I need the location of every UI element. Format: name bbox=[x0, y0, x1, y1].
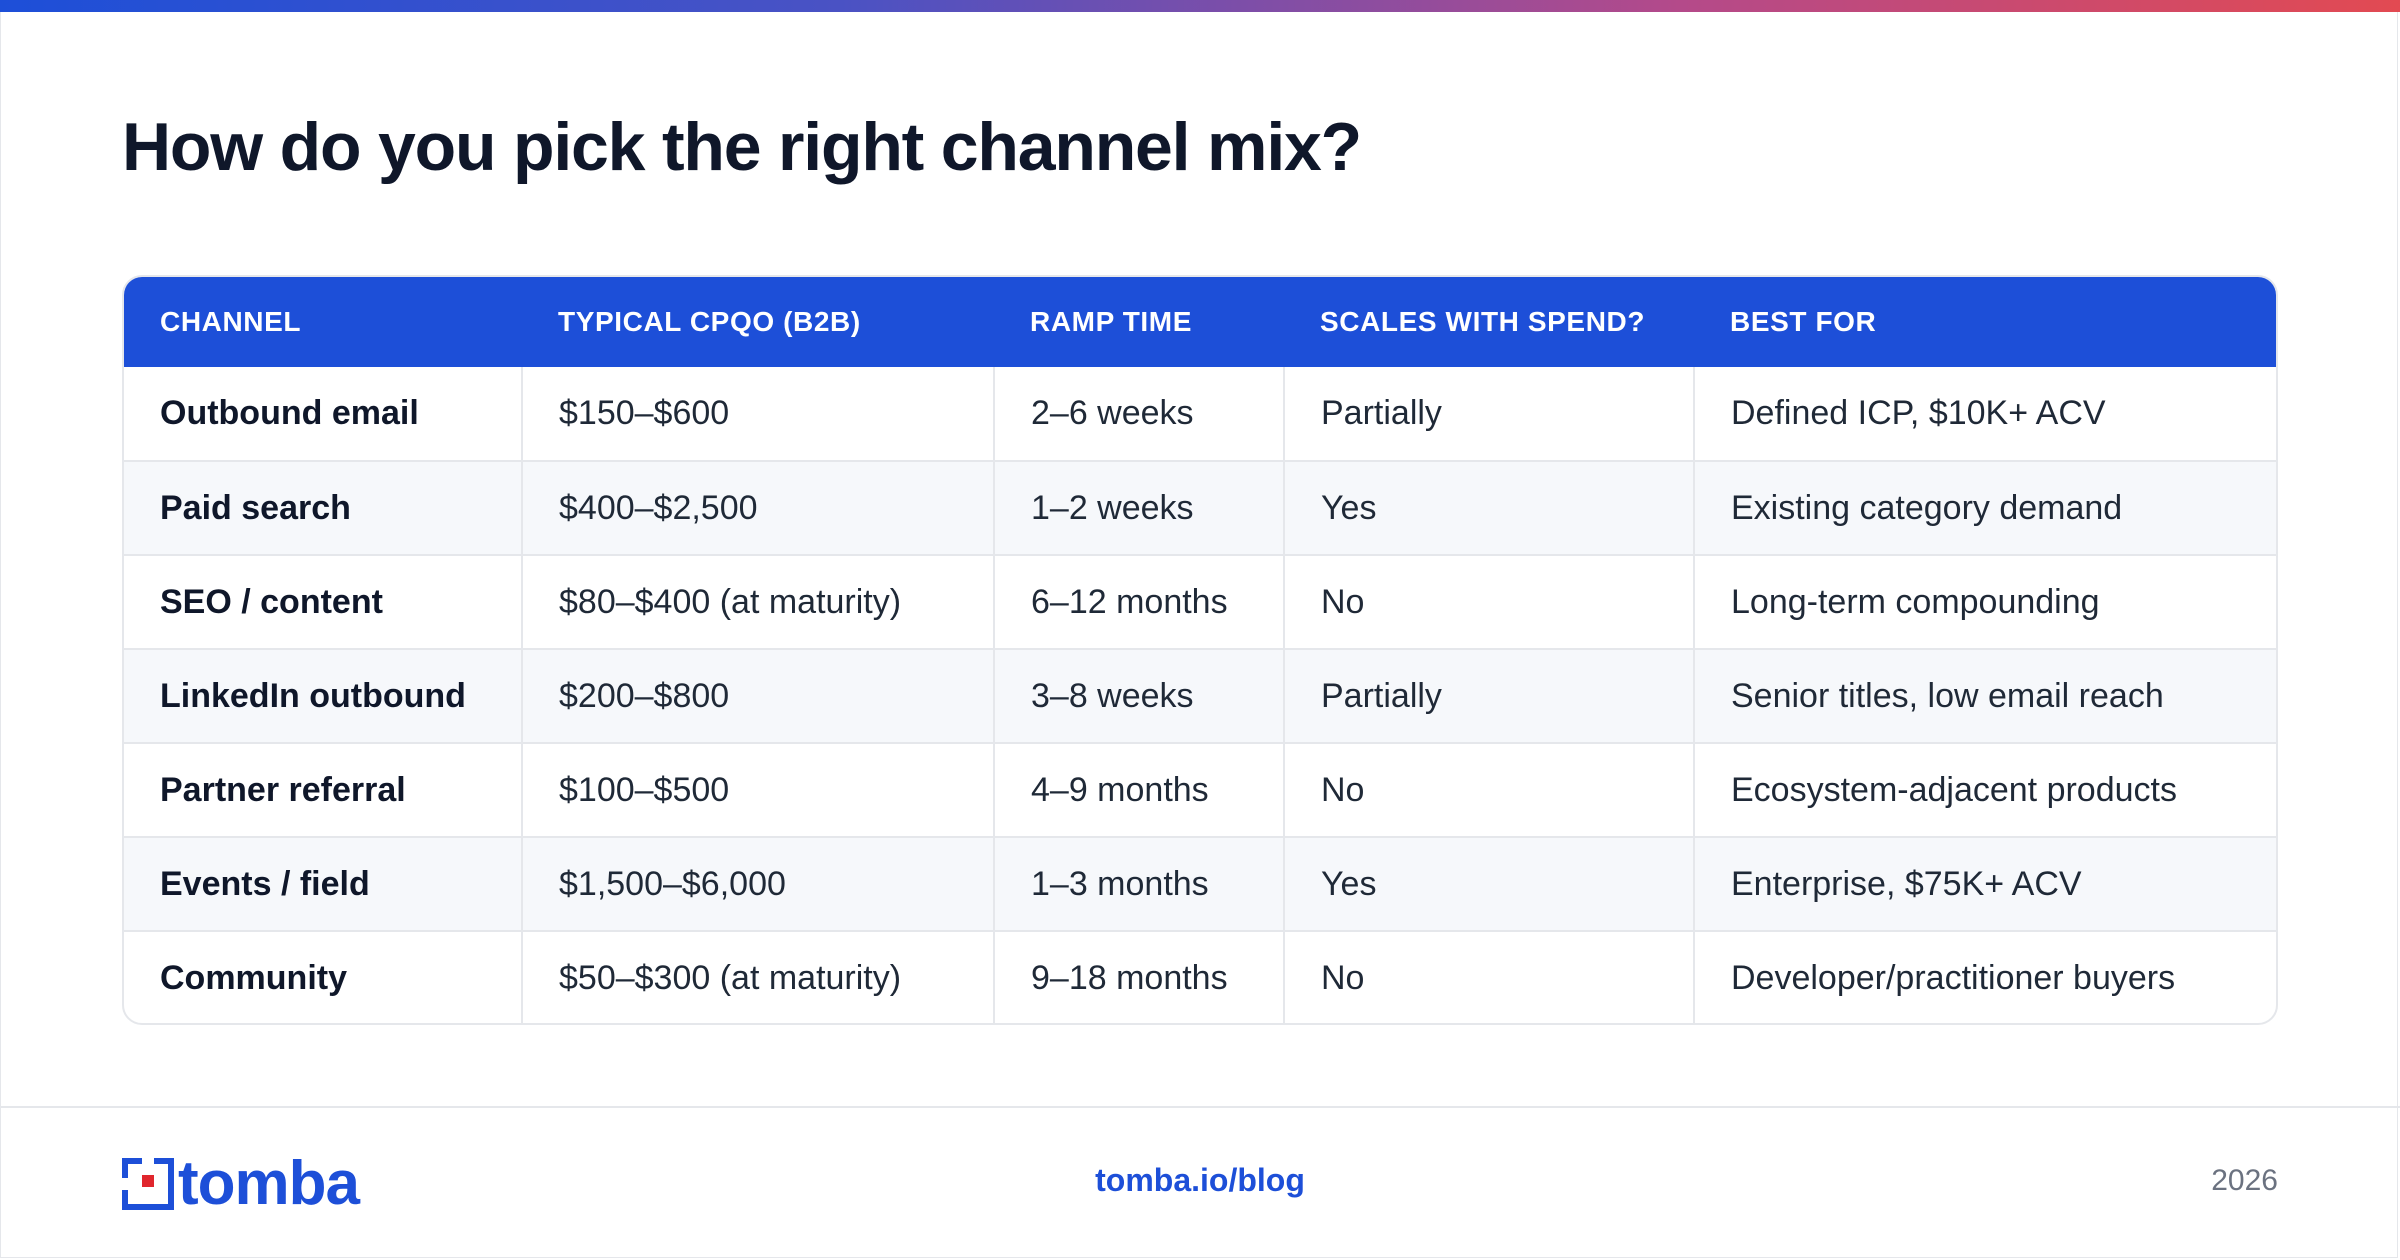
cell-best-for: Defined ICP, $10K+ ACV bbox=[1693, 367, 2276, 461]
cell-cpqo: $80–$400 (at maturity) bbox=[521, 554, 994, 649]
cell-cpqo: $200–$800 bbox=[521, 648, 994, 743]
cell-best-for: Existing category demand bbox=[1693, 460, 2276, 555]
cell-ramp-time: 2–6 weeks bbox=[993, 367, 1284, 461]
cell-best-for: Long-term compounding bbox=[1693, 554, 2276, 649]
cell-channel: Community bbox=[124, 930, 522, 1023]
cell-ramp-time: 1–2 weeks bbox=[993, 460, 1284, 555]
cell-cpqo: $50–$300 (at maturity) bbox=[521, 930, 994, 1023]
table-row: Community $50–$300 (at maturity) 9–18 mo… bbox=[124, 930, 2276, 1023]
cell-cpqo: $400–$2,500 bbox=[521, 460, 994, 555]
cell-scales: Yes bbox=[1283, 460, 1694, 555]
cell-cpqo: $1,500–$6,000 bbox=[521, 836, 994, 931]
tomba-logo[interactable]: tomba bbox=[122, 1149, 360, 1218]
cell-cpqo: $150–$600 bbox=[521, 367, 994, 461]
table-row: Outbound email $150–$600 2–6 weeks Parti… bbox=[124, 367, 2276, 461]
cell-channel: Outbound email bbox=[160, 394, 419, 432]
cell-best-for: Ecosystem-adjacent products bbox=[1693, 742, 2276, 837]
cell-best-for: Enterprise, $75K+ ACV bbox=[1693, 836, 2276, 931]
cell-ramp-time: 6–12 months bbox=[993, 554, 1284, 649]
tomba-logo-icon bbox=[122, 1158, 174, 1210]
cell-scales: No bbox=[1283, 930, 1694, 1023]
cell-scales: Partially bbox=[1283, 648, 1694, 743]
gradient-top-bar bbox=[0, 0, 2400, 12]
channel-comparison-table: CHANNEL TYPICAL CPQO (B2B) RAMP TIME SCA… bbox=[124, 277, 2276, 1023]
header-best-for: BEST FOR bbox=[1730, 306, 1877, 337]
cell-cpqo: $100–$500 bbox=[521, 742, 994, 837]
table-body: Outbound email $150–$600 2–6 weeks Parti… bbox=[124, 367, 2276, 1023]
header-channel: CHANNEL bbox=[160, 306, 302, 337]
cell-ramp-time: 4–9 months bbox=[993, 742, 1284, 837]
cell-scales: No bbox=[1283, 742, 1694, 837]
footer-year: 2026 bbox=[2211, 1164, 2278, 1197]
header-ramp-time: RAMP TIME bbox=[1030, 306, 1192, 337]
logo-wordmark: tomba bbox=[178, 1149, 360, 1218]
cell-channel: LinkedIn outbound bbox=[124, 648, 522, 743]
table-row: Partner referral $100–$500 4–9 months No… bbox=[124, 742, 2276, 837]
cell-best-for: Developer/practitioner buyers bbox=[1693, 930, 2276, 1023]
footer-divider bbox=[0, 1106, 2400, 1108]
cell-best-for: Senior titles, low email reach bbox=[1693, 648, 2276, 743]
table-header: CHANNEL TYPICAL CPQO (B2B) RAMP TIME SCA… bbox=[124, 277, 2276, 367]
channel-table-container: CHANNEL TYPICAL CPQO (B2B) RAMP TIME SCA… bbox=[122, 275, 2278, 1025]
cell-ramp-time: 9–18 months bbox=[993, 930, 1284, 1023]
page-title: How do you pick the right channel mix? bbox=[122, 109, 1362, 185]
cell-scales: Partially bbox=[1283, 367, 1694, 461]
table-row: LinkedIn outbound $200–$800 3–8 weeks Pa… bbox=[124, 648, 2276, 743]
blog-link[interactable]: tomba.io/blog bbox=[1095, 1162, 1305, 1198]
cell-ramp-time: 1–3 months bbox=[993, 836, 1284, 931]
cell-channel: Events / field bbox=[124, 836, 522, 931]
table-row: Paid search $400–$2,500 1–2 weeks Yes Ex… bbox=[124, 460, 2276, 555]
cell-ramp-time: 3–8 weeks bbox=[993, 648, 1284, 743]
cell-scales: No bbox=[1283, 554, 1694, 649]
cell-channel: SEO / content bbox=[124, 554, 522, 649]
header-typical-cpqo: TYPICAL CPQO (B2B) bbox=[558, 306, 861, 337]
cell-channel: Partner referral bbox=[124, 742, 522, 837]
header-scales-with-spend: SCALES WITH SPEND? bbox=[1320, 306, 1646, 337]
table-row: SEO / content $80–$400 (at maturity) 6–1… bbox=[124, 554, 2276, 649]
cell-channel: Paid search bbox=[124, 460, 522, 555]
table-row: Events / field $1,500–$6,000 1–3 months … bbox=[124, 836, 2276, 931]
cell-scales: Yes bbox=[1283, 836, 1694, 931]
